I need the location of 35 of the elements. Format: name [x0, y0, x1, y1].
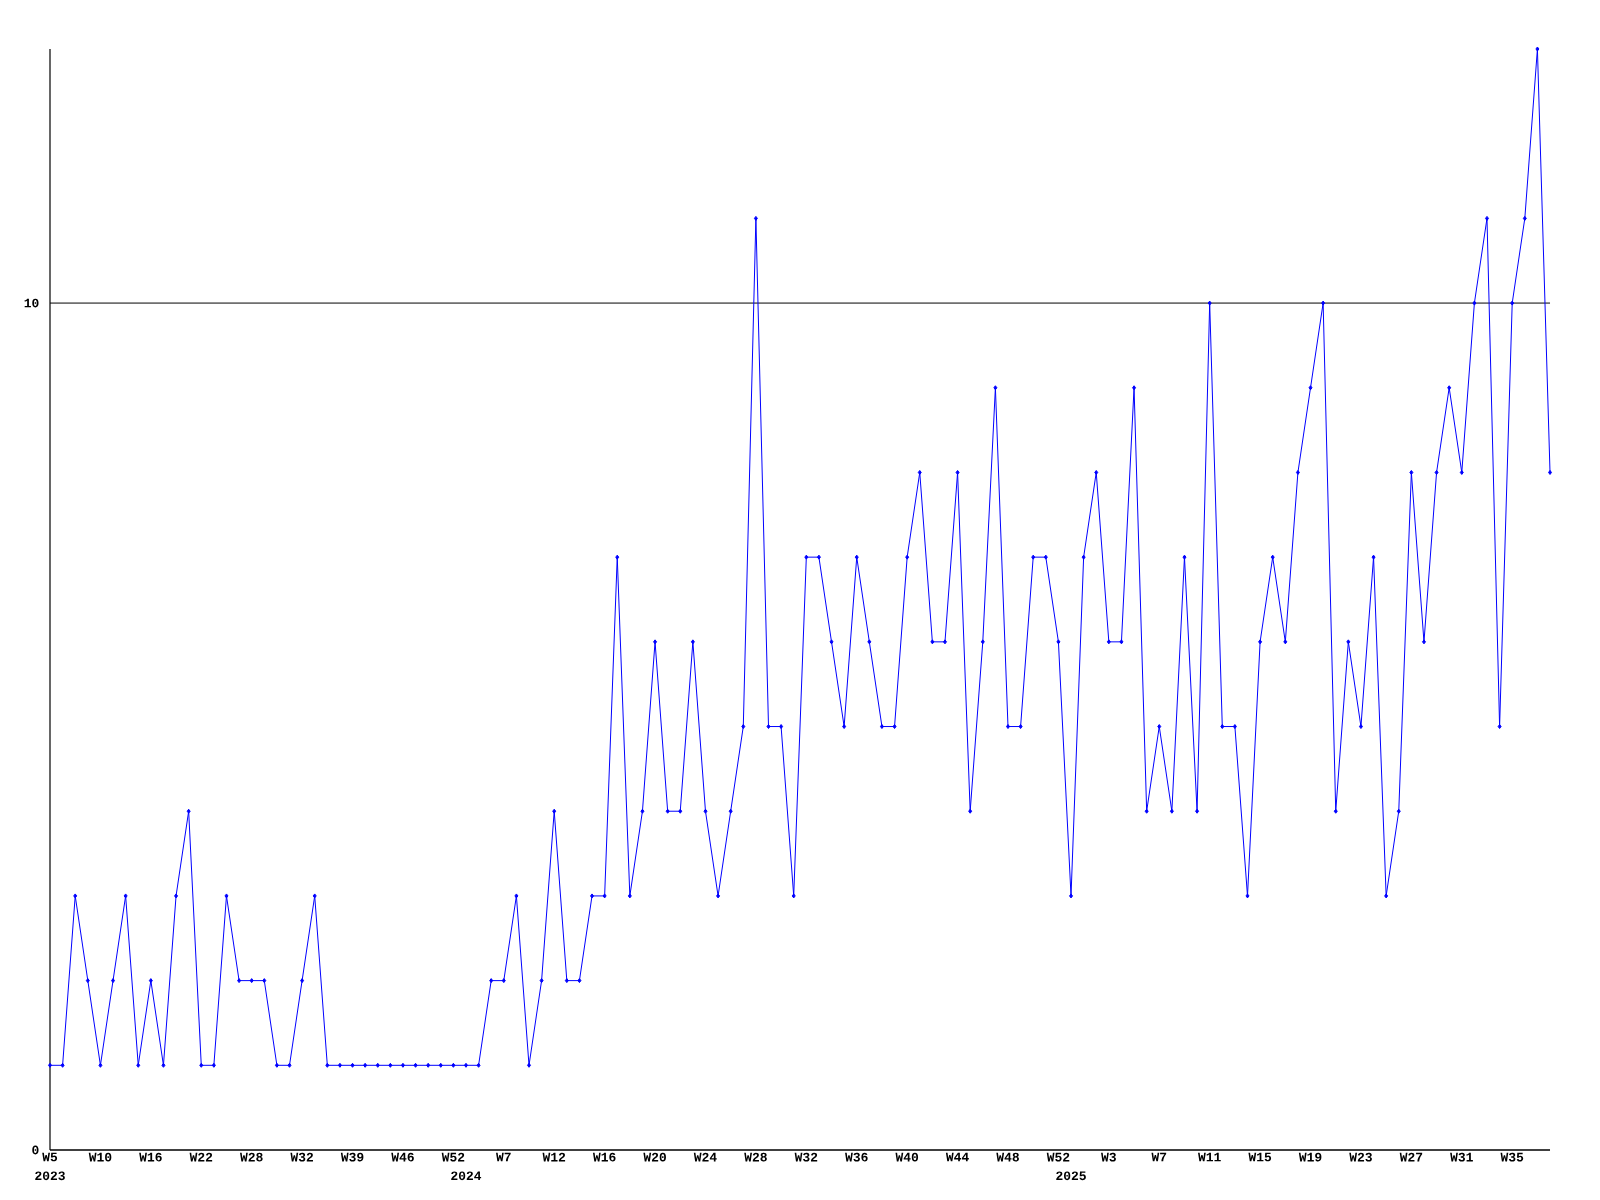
text: 2025 [1056, 1171, 1086, 1181]
x-tick-label: W32 [290, 1152, 313, 1162]
x-tick-label: W7 [1151, 1152, 1167, 1162]
x-tick-label: W5 [42, 1152, 58, 1162]
x-tick-label: W10 [88, 1152, 112, 1162]
x-tick-label: W40 [895, 1152, 919, 1162]
text: 2023 [35, 1171, 65, 1181]
text: 2024 [451, 1171, 482, 1181]
x-tick-label: W3 [1101, 1152, 1116, 1162]
x-tick-label: W23 [1349, 1152, 1372, 1162]
x-tick-label: W24 [693, 1152, 717, 1162]
y-tick-label: 0 [32, 1145, 39, 1155]
x-tick-label: W52 [1046, 1152, 1070, 1162]
x-tick-label: W27 [1399, 1152, 1423, 1162]
x-tick-label: W20 [643, 1152, 666, 1162]
x-tick-label: W16 [592, 1152, 616, 1162]
x-tick-label: W12 [542, 1152, 566, 1162]
x-tick-label: W7 [496, 1152, 511, 1162]
x-tick-label: W46 [391, 1152, 414, 1162]
x-tick-label: W31 [1450, 1152, 1473, 1162]
x-tick-label: W32 [794, 1152, 818, 1162]
x-tick-label: W44 [945, 1152, 969, 1162]
y-tick-label: 10 [24, 298, 39, 308]
x-tick-label: W15 [1248, 1152, 1272, 1162]
x-tick-label: W19 [1298, 1152, 1322, 1162]
x-tick-label: W52 [441, 1152, 465, 1162]
x-tick-label: W28 [744, 1152, 767, 1162]
x-tick-label: W39 [340, 1152, 364, 1162]
x-tick-label: W22 [189, 1152, 213, 1162]
x-tick-label: W36 [845, 1152, 868, 1162]
x-tick-label: W35 [1500, 1152, 1524, 1162]
x-tick-label: W28 [240, 1152, 263, 1162]
x-tick-label: W48 [996, 1152, 1019, 1162]
x-tick-label: W16 [139, 1152, 162, 1162]
x-tick-label: W11 [1198, 1152, 1221, 1162]
